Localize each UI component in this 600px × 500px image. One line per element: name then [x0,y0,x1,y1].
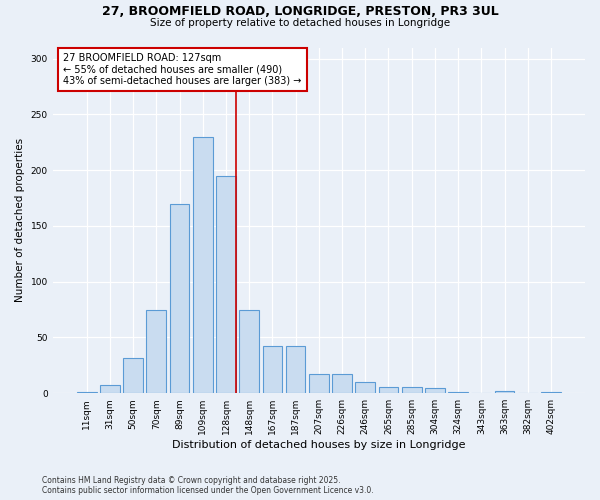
Bar [494,391,514,393]
Bar [448,392,468,393]
Bar [239,310,259,393]
Bar [100,386,120,393]
Bar [77,392,97,393]
Text: Contains HM Land Registry data © Crown copyright and database right 2025.
Contai: Contains HM Land Registry data © Crown c… [42,476,374,495]
Bar [332,374,352,393]
Bar [170,204,190,393]
Text: Size of property relative to detached houses in Longridge: Size of property relative to detached ho… [150,18,450,28]
Bar [355,382,375,393]
Y-axis label: Number of detached properties: Number of detached properties [15,138,25,302]
X-axis label: Distribution of detached houses by size in Longridge: Distribution of detached houses by size … [172,440,466,450]
Bar [379,386,398,393]
Text: 27 BROOMFIELD ROAD: 127sqm
← 55% of detached houses are smaller (490)
43% of sem: 27 BROOMFIELD ROAD: 127sqm ← 55% of deta… [64,52,302,86]
Bar [286,346,305,393]
Bar [216,176,236,393]
Bar [402,386,422,393]
Text: 27, BROOMFIELD ROAD, LONGRIDGE, PRESTON, PR3 3UL: 27, BROOMFIELD ROAD, LONGRIDGE, PRESTON,… [101,5,499,18]
Bar [146,310,166,393]
Bar [541,392,561,393]
Bar [263,346,282,393]
Bar [123,358,143,393]
Bar [193,136,212,393]
Bar [425,388,445,393]
Bar [309,374,329,393]
